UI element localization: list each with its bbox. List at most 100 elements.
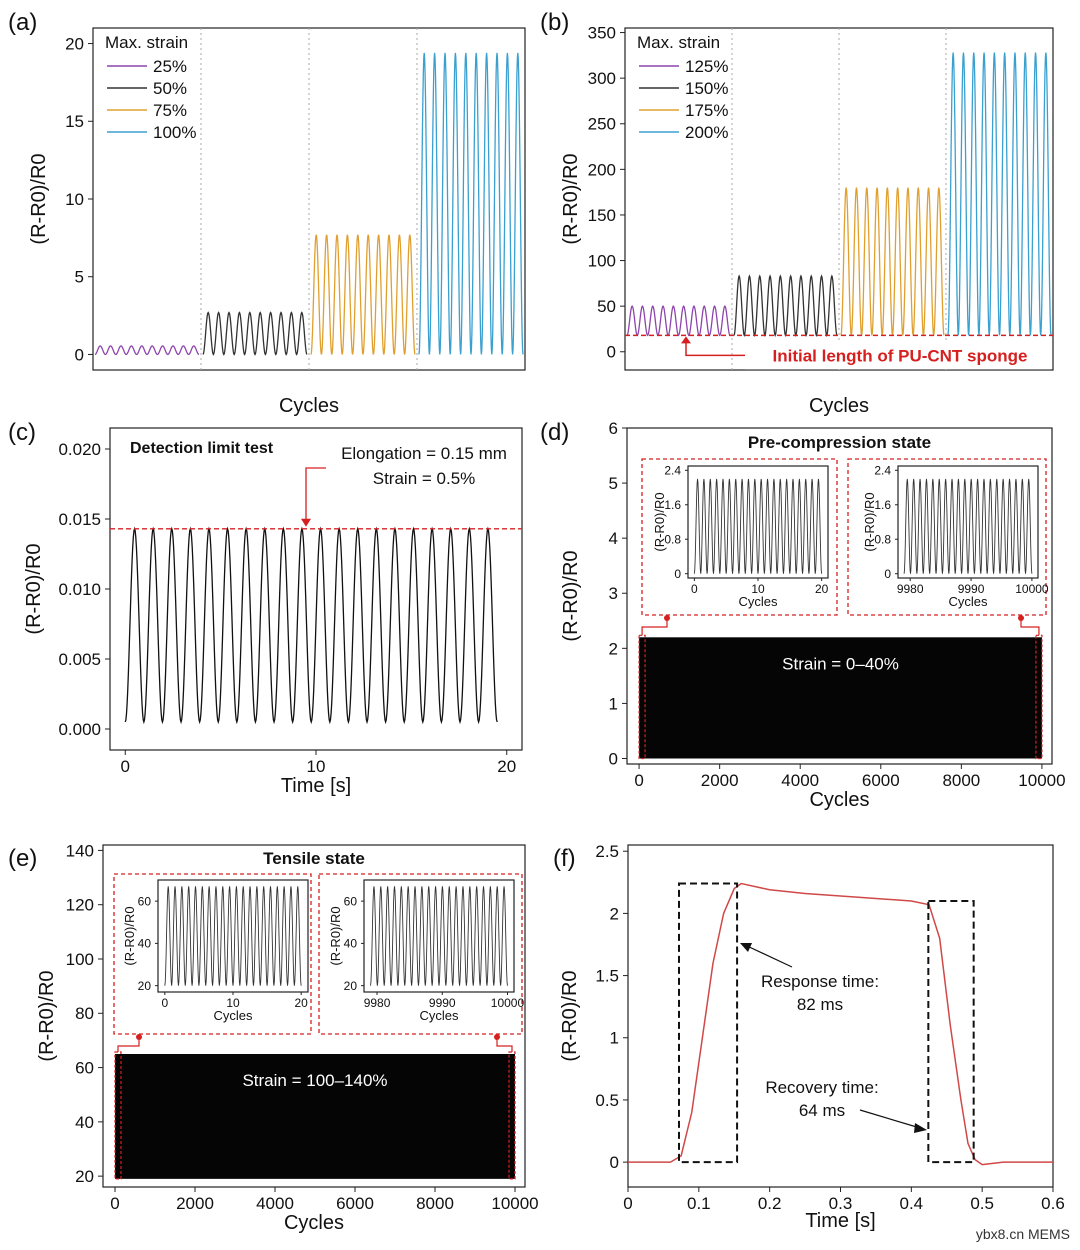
annotation-arrowhead [301,518,311,527]
inset-series-line [903,478,1033,574]
panel-letter: (d) [540,419,569,446]
x-tick-label: 8000 [942,771,980,790]
inset-series-line [370,886,508,986]
legend-label: 50% [153,79,187,98]
panel-letter: (c) [8,419,36,446]
x-tick-label: 0.6 [1041,1194,1065,1213]
x-axis-label: Cycles [809,789,869,811]
x-tick-label: 4000 [256,1194,294,1213]
axes: 0 5 10 15 20 Cycles (R-R0)/R0 Max. strain 25% 50%… [28,27,526,417]
y-tick-label: 2.4 [664,464,681,478]
y-tick-label: 1.6 [874,498,891,512]
x-tick-label: 0 [161,996,168,1010]
response-label: Response time: [761,972,879,991]
y-axis-label: (R-R0)/R0 [36,970,58,1061]
y-tick-label: 300 [588,69,616,88]
axes: 0 50 100 150 200 250 300 350 Cycles (R-R0)/R0 Max.… [560,24,1054,417]
legend-label: 75% [153,101,187,120]
watermark: ybx8.cn MEMS [976,1226,1070,1242]
y-tick-label: 120 [66,896,94,915]
x-tick-label: 20 [815,582,829,596]
x-tick-label: 0.2 [758,1194,782,1213]
y-axis-label-group: (R-R0)/R0 [560,153,582,244]
legend-title: Max. strain [105,33,188,52]
y-tick-label: 100 [588,252,616,271]
x-tick-label: 10000 [1018,771,1065,790]
reference-label: Initial length of PU-CNT sponge [773,346,1028,365]
reference-label-bg [745,341,1050,370]
watermark-text: MEMS [1028,1226,1070,1242]
response-arrowhead [740,943,752,952]
plot-frame [626,427,1053,765]
y-tick-label: 2.4 [874,464,891,478]
x-tick-label: 0.5 [970,1194,994,1213]
y-axis-label-group: (R-R0)/R0 [862,492,877,551]
y-axis-label-group: (R-R0)/R0 [28,153,50,244]
x-axis-label: Time [s] [805,1210,875,1232]
x-tick-label: 9980 [364,996,391,1010]
strain-annotation: Strain = 100–140% [242,1071,387,1090]
axes: 20 40 60 0 10 20 Cycles (R-R0)/R0 [122,879,309,1023]
series-line [310,234,416,355]
x-tick-label: 20 [497,757,516,776]
y-tick-label: 0.010 [58,580,101,599]
x-axis-label: Cycles [419,1008,459,1023]
y-tick-label: 40 [138,937,152,951]
x-tick-label: 9980 [897,582,924,596]
plot-frame [102,844,526,1188]
recovery-arrow [859,1109,921,1129]
y-tick-label: 140 [66,841,94,860]
legend-title: Max. strain [637,33,720,52]
x-tick-label: 20 [295,996,309,1010]
legend-label: 125% [685,57,728,76]
axes: 0 0.5 1 1.5 2 2.5 0 0.1 0.2 0.3 0.4 0.5 0.6 Time [s] (… [559,842,1065,1232]
series-line [947,52,1052,336]
x-axis-label: Cycles [738,594,778,609]
x-tick-label: 0.3 [829,1194,853,1213]
y-tick-label: 0.8 [664,532,681,546]
y-axis-label: (R-R0)/R0 [862,492,877,551]
x-axis-label: Cycles [213,1008,253,1023]
x-tick-label: 4000 [781,771,819,790]
y-tick-label: 2.5 [595,842,619,861]
dense-cycling-band [639,637,1042,759]
annotation-line-2: Strain = 0.5% [373,469,476,488]
y-tick-label: 0 [884,567,891,581]
panel-title: Tensile state [263,849,365,868]
y-tick-label: 60 [138,894,152,908]
panel-title: Detection limit test [130,440,274,457]
y-axis-label-group: (R-R0)/R0 [23,543,45,634]
series-line [94,345,200,356]
y-axis-label-group: (R-R0)/R0 [328,906,343,965]
y-tick-label: 40 [75,1113,94,1132]
response-value: 82 ms [797,995,843,1014]
y-tick-label: 0 [674,567,681,581]
inset: 0 0.8 1.6 2.4 0 10 20 Cycles (R-R0)/R0 [652,464,829,609]
x-tick-label: 10 [307,757,326,776]
strain-annotation: Strain = 0–40% [782,654,899,673]
y-axis-label: (R-R0)/R0 [23,543,45,634]
y-axis-label-group: (R-R0)/R0 [559,970,581,1061]
y-axis-label: (R-R0)/R0 [28,153,50,244]
legend-label: 100% [153,123,196,142]
y-tick-label: 5 [75,268,84,287]
y-tick-label: 0.000 [58,720,101,739]
inset: 20 40 60 9980 9990 10000 Cycles (R-R0)/R0 [328,879,525,1023]
y-tick-label: 0 [609,749,618,768]
y-tick-label: 0.015 [58,510,101,529]
y-axis-label: (R-R0)/R0 [560,550,582,641]
y-tick-label: 0.005 [58,650,101,669]
x-tick-label: 10000 [491,996,525,1010]
x-tick-label: 0 [623,1194,632,1213]
x-tick-label: 10 [751,582,765,596]
y-tick-label: 20 [344,979,358,993]
y-tick-label: 150 [588,206,616,225]
y-tick-label: 60 [344,894,358,908]
recovery-label: Recovery time: [765,1078,878,1097]
x-axis-label: Cycles [948,594,988,609]
recovery-box [927,899,975,1164]
y-tick-label: 80 [75,1004,94,1023]
y-tick-label: 3 [609,584,618,603]
y-axis-label: (R-R0)/R0 [652,492,667,551]
